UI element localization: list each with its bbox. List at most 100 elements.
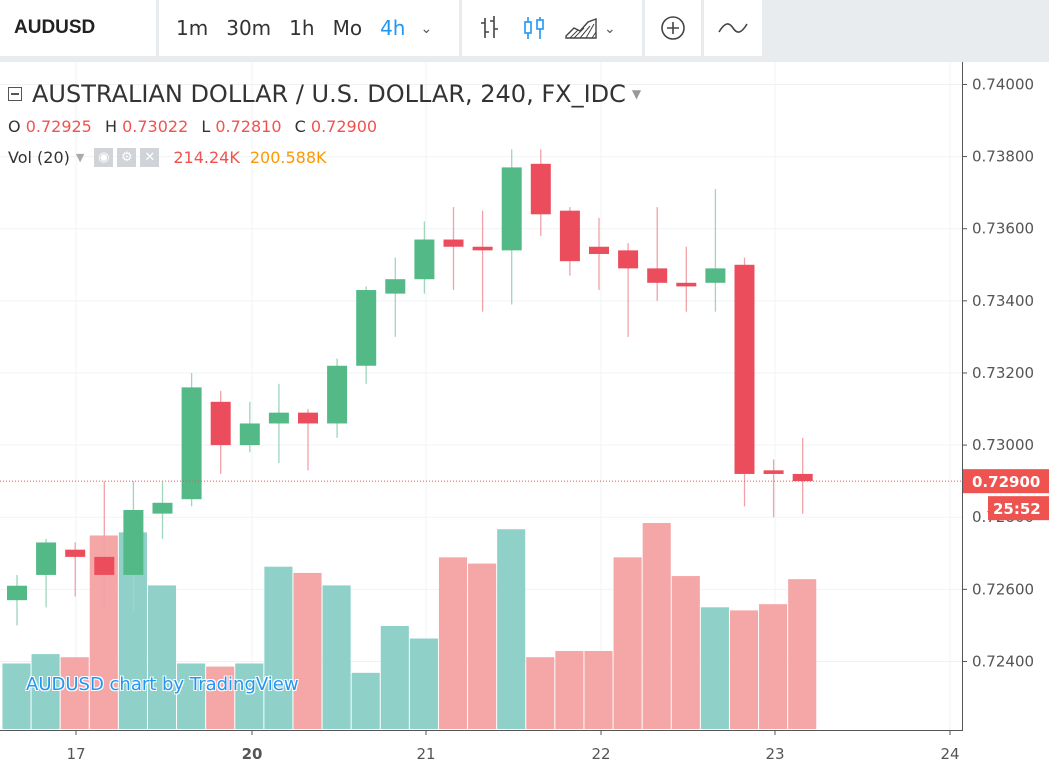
candle-body <box>152 502 173 514</box>
volume-bar <box>60 657 89 729</box>
volume-bar <box>642 523 671 729</box>
price-tick-label: 0.73600 <box>972 220 1034 238</box>
bars-style-icon[interactable] <box>476 14 504 42</box>
volume-ma-value: 200.588K <box>249 148 327 167</box>
area-style-icon[interactable] <box>564 16 598 40</box>
time-tick-label: 21 <box>416 745 435 763</box>
tradingview-watermark-link[interactable]: AUDUSD chart by TradingView <box>26 674 299 695</box>
volume-bar <box>380 626 409 729</box>
volume-legend: Vol (20) ▼ ◉ ⚙ ✕ 214.24K 200.588K <box>8 148 326 167</box>
high-value: 0.73022 <box>122 117 189 136</box>
price-tick-label: 0.74000 <box>972 75 1034 93</box>
title-chevron-icon[interactable]: ▼ <box>631 87 642 101</box>
candle-body <box>792 473 813 482</box>
time-tick-label: 22 <box>591 745 610 763</box>
last-price-tag-label: 0.72900 <box>972 473 1040 491</box>
candles-style-icon[interactable] <box>520 14 548 42</box>
candle-body <box>443 239 464 247</box>
candle-body <box>705 268 726 283</box>
low-value: 0.72810 <box>215 117 282 136</box>
indicators-button[interactable] <box>704 0 762 56</box>
style-dropdown-chevron-icon[interactable]: ⌄ <box>604 19 616 36</box>
candle-body <box>530 163 551 215</box>
candle-body <box>327 365 348 424</box>
close-label: C <box>294 117 306 136</box>
price-chart[interactable]: 0.74000 0.73800 0.73600 0.73400 0.73200 0.730… <box>0 62 1049 772</box>
time-tick-label: 17 <box>66 745 85 763</box>
chart-style-group: ⌄ <box>462 0 642 56</box>
interval-mo-button[interactable]: Mo <box>332 16 363 40</box>
candle-body <box>298 412 318 424</box>
indicator-wave-icon <box>717 18 749 38</box>
interval-1h-button[interactable]: 1h <box>289 16 315 40</box>
candle-body <box>268 412 289 424</box>
close-value: 0.72900 <box>310 117 378 136</box>
candle-body <box>210 401 231 446</box>
candle-body <box>414 239 435 280</box>
candle-body <box>589 246 609 254</box>
interval-dropdown-chevron-icon[interactable]: ⌄ <box>420 19 433 36</box>
candle-body <box>501 167 522 251</box>
volume-bar <box>584 650 613 729</box>
price-tick-label: 0.73200 <box>972 364 1034 382</box>
volume-bar <box>671 576 700 729</box>
volume-bar <box>351 672 380 729</box>
low-label: L <box>201 117 211 136</box>
chart-panel[interactable]: 0.74000 0.73800 0.73600 0.73400 0.73200 0.730… <box>0 62 1049 772</box>
volume-bar <box>147 585 177 729</box>
price-tick-label: 0.73800 <box>972 148 1034 166</box>
time-tick-label: 23 <box>765 745 784 763</box>
volume-chevron-icon[interactable]: ▼ <box>75 151 85 164</box>
candle-body <box>385 279 406 294</box>
candle-body <box>123 510 144 575</box>
interval-30m-button[interactable]: 30m <box>226 16 272 40</box>
time-tick-label: 24 <box>940 745 959 763</box>
ohlc-legend: O 0.72925 H 0.73022 L 0.72810 C 0.72900 <box>8 117 385 136</box>
volume-bar <box>468 563 497 729</box>
series-legend: AUSTRALIAN DOLLAR / U.S. DOLLAR, 240, FX… <box>8 80 641 108</box>
candle-body <box>734 264 755 474</box>
countdown-tag <box>988 496 1049 521</box>
candle-body <box>7 585 27 601</box>
price-tick-label: 0.73000 <box>972 436 1034 454</box>
interval-group: 1m 30m 1h Mo 4h ⌄ <box>159 0 459 56</box>
volume-bar <box>700 607 729 729</box>
volume-bar <box>409 638 438 729</box>
symbol-label: AUDUSD <box>14 17 96 38</box>
volume-bar <box>31 654 60 729</box>
eye-icon[interactable]: ◉ <box>94 148 114 167</box>
open-value: 0.72925 <box>25 117 92 136</box>
candle-body <box>356 290 377 366</box>
gear-icon[interactable]: ⚙ <box>117 148 137 167</box>
compare-button[interactable] <box>645 0 701 56</box>
candle-body <box>559 210 580 262</box>
series-title: AUSTRALIAN DOLLAR / U.S. DOLLAR, 240, FX… <box>32 80 626 108</box>
interval-4h-button[interactable]: 4h <box>380 16 406 40</box>
volume-bar <box>293 572 322 729</box>
volume-bar <box>526 657 555 729</box>
candle-body <box>647 268 668 283</box>
candle-body <box>239 423 260 446</box>
price-tick-label: 0.72600 <box>972 580 1034 598</box>
interval-1m-button[interactable]: 1m <box>176 16 209 40</box>
symbol-search-button[interactable]: AUDUSD <box>0 0 156 56</box>
volume-bar <box>788 579 817 729</box>
candle-body <box>472 246 493 251</box>
volume-bar <box>206 666 235 729</box>
close-icon[interactable]: ✕ <box>140 148 160 167</box>
volume-bar <box>729 610 759 729</box>
volume-bar <box>759 604 788 729</box>
volume-label: Vol (20) <box>8 148 70 167</box>
volume-bar <box>2 663 31 729</box>
volume-bar <box>235 663 264 729</box>
last-price-tag <box>963 469 1049 494</box>
volume-bar <box>497 529 526 729</box>
open-label: O <box>8 117 21 136</box>
add-circle-icon <box>659 14 687 42</box>
collapse-legend-icon[interactable] <box>8 87 22 101</box>
high-label: H <box>104 117 117 136</box>
price-axis-bg <box>962 62 1049 772</box>
candle-body <box>36 542 57 575</box>
candle-body <box>181 387 202 500</box>
countdown-tag-label: 25:52 <box>993 500 1041 518</box>
